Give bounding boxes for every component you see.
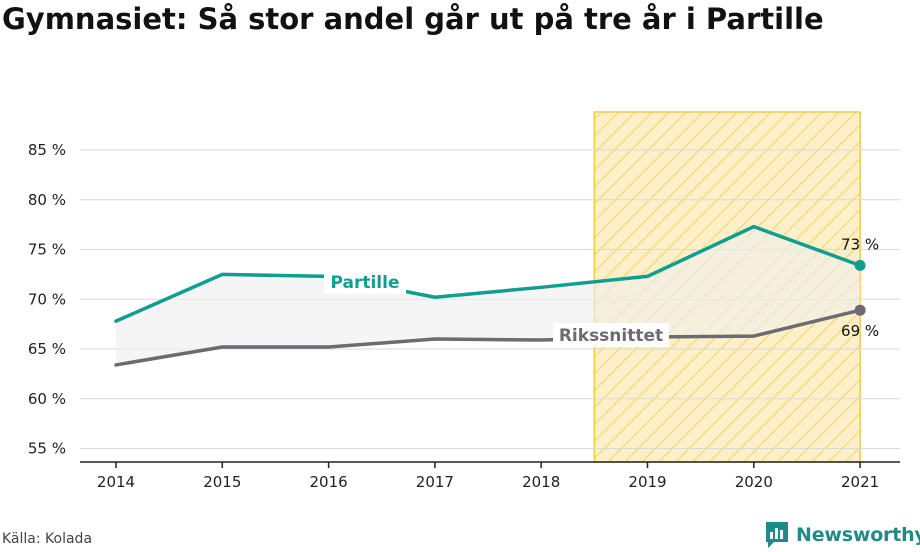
newsworthy-logo-icon — [766, 522, 788, 548]
y-tick-label: 55 % — [28, 440, 66, 458]
y-tick-label: 65 % — [28, 340, 66, 358]
x-tick-label: 2017 — [416, 473, 454, 491]
series-line-riks — [114, 308, 862, 367]
series-label-riks-knockout — [553, 323, 669, 347]
end-value-label: 73 % — [841, 235, 879, 253]
x-tick-label: 2021 — [841, 473, 879, 491]
y-tick-label: 80 % — [28, 191, 66, 209]
brand-name: Newsworthy — [796, 524, 920, 546]
series-end-marker-partille — [854, 259, 866, 271]
source-note: Källa: Kolada — [2, 531, 93, 547]
y-tick-label: 75 % — [28, 241, 66, 259]
y-tick-label: 70 % — [28, 290, 66, 308]
x-tick-label: 2014 — [97, 473, 135, 491]
range-band — [116, 226, 861, 365]
x-tick-label: 2015 — [203, 473, 241, 491]
series-label-riks: Rikssnittet — [559, 326, 663, 346]
series-label-partille-knockout — [324, 270, 406, 294]
y-tick-label: 85 % — [28, 141, 66, 159]
chart-title: Gymnasiet: Så stor andel går ut på tre å… — [2, 2, 824, 36]
y-tick-label: 60 % — [28, 390, 66, 408]
x-tick-label: 2019 — [628, 473, 666, 491]
brand-logo: Newsworthy — [764, 519, 920, 551]
line-chart: 55 % 60 % 65 % 70 % 75 % 80 % 85 % 2014 2015 201… — [28, 111, 900, 491]
series-line-partille — [114, 224, 862, 323]
series-label-partille: Partille — [331, 273, 400, 293]
x-tick-label: 2018 — [522, 473, 560, 491]
x-tick-label: 2016 — [310, 473, 348, 491]
end-value-label: 69 % — [841, 322, 879, 340]
series-end-marker-riks — [854, 304, 866, 316]
x-tick-label: 2020 — [735, 473, 773, 491]
